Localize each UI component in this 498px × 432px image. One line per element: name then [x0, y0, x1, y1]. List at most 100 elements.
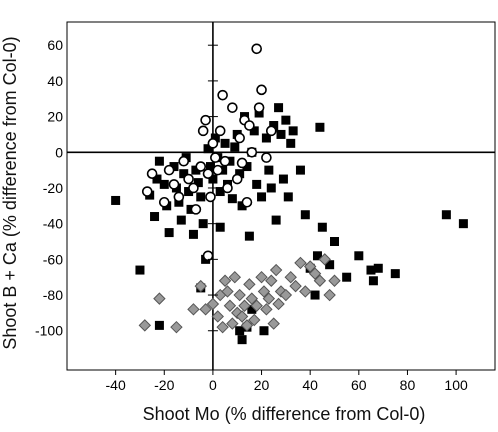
data-point-circle: [222, 182, 233, 194]
data-point-diamond: [218, 274, 232, 287]
data-point-diamond: [199, 303, 212, 316]
data-point-diamond: [187, 303, 200, 316]
data-point-diamond: [262, 292, 276, 305]
data-point-square: [235, 326, 245, 336]
x-tick-label: 20: [254, 377, 270, 393]
data-point-square: [169, 162, 179, 172]
data-point-square: [259, 326, 269, 336]
data-point-square: [205, 162, 215, 172]
data-point-square: [288, 126, 298, 136]
data-point-square: [315, 122, 325, 132]
data-point-diamond: [313, 274, 327, 287]
data-point-circle: [158, 196, 170, 208]
data-point-circle: [219, 155, 231, 167]
data-point-square: [373, 263, 383, 273]
data-point-circle: [173, 191, 185, 203]
plot-frame: [66, 21, 496, 371]
data-point-diamond: [211, 310, 224, 323]
data-point-circle: [214, 125, 226, 137]
data-point-square: [458, 219, 468, 229]
y-tick-label: -40: [43, 216, 63, 232]
data-point-diamond: [272, 297, 285, 311]
data-point-circle: [256, 84, 267, 96]
data-point-square: [159, 179, 169, 189]
data-point-circle: [168, 179, 180, 190]
data-point-diamond: [257, 285, 271, 298]
zero-axes: [67, 22, 495, 370]
data-point-square: [281, 115, 291, 125]
data-point-circle: [212, 164, 224, 176]
data-point-diamond: [250, 299, 263, 312]
data-point-square: [278, 174, 288, 184]
data-point-square: [230, 142, 240, 152]
data-point-square: [354, 251, 364, 261]
data-point-circle: [183, 173, 194, 185]
data-point-square: [254, 108, 264, 118]
data-point-square: [312, 251, 322, 261]
data-point-diamond: [284, 270, 297, 284]
data-point-square: [154, 320, 164, 330]
data-point-circle: [202, 168, 214, 179]
data-point-square: [276, 129, 286, 139]
data-point-square: [193, 178, 203, 188]
data-point-circle: [251, 43, 262, 55]
data-point-square: [135, 265, 145, 275]
y-tick-label: -20: [43, 180, 63, 196]
data-point-square: [154, 156, 164, 166]
y-tick-label: -60: [43, 251, 63, 267]
data-point-circle: [234, 132, 245, 144]
data-point-square: [237, 201, 247, 211]
data-point-diamond: [318, 253, 331, 266]
data-point-circle: [246, 146, 258, 158]
data-point-diamond: [294, 256, 307, 270]
data-point-diamond: [303, 260, 317, 273]
data-point-diamond: [323, 288, 336, 302]
x-tick-label: -40: [106, 377, 126, 393]
x-tick-label: 40: [302, 377, 318, 393]
data-point-circle: [253, 102, 265, 113]
data-point-square: [249, 126, 259, 136]
x-tick-label: -20: [154, 377, 174, 393]
data-point-diamond: [170, 320, 183, 334]
data-point-square: [283, 192, 293, 202]
data-point-diamond: [153, 292, 166, 305]
data-point-square: [174, 197, 184, 207]
data-point-square: [310, 290, 320, 300]
data-point-diamond: [260, 303, 273, 316]
data-point-square: [184, 187, 194, 197]
data-point-circle: [244, 120, 255, 131]
data-point-square: [152, 174, 162, 184]
x-tick-label: 100: [444, 377, 468, 393]
data-point-diamond: [221, 285, 234, 298]
data-point-square: [111, 195, 121, 205]
data-point-square: [188, 229, 198, 239]
data-point-square: [441, 210, 451, 220]
data-point-square: [244, 231, 254, 241]
data-point-square: [366, 265, 376, 275]
data-point-square: [368, 276, 378, 286]
data-point-square: [300, 210, 310, 220]
data-point-diamond: [308, 267, 322, 280]
data-point-square: [264, 165, 274, 175]
data-point-diamond: [223, 299, 237, 312]
x-tick-label: 0: [209, 377, 217, 393]
data-point-diamond: [328, 274, 341, 287]
data-point-circle: [202, 250, 214, 262]
data-point-diamond: [216, 320, 229, 334]
data-point-diamond: [238, 299, 251, 312]
y-tick-label: 60: [47, 37, 63, 53]
data-point-square: [330, 237, 339, 247]
data-point-circle: [261, 152, 272, 163]
data-point-square: [203, 144, 213, 154]
data-point-diamond: [267, 317, 280, 330]
data-point-circle: [265, 125, 277, 137]
data-point-square: [274, 103, 284, 113]
y-tick-label: 20: [47, 109, 63, 125]
x-tick-label: 80: [400, 377, 416, 393]
data-point-square: [198, 219, 208, 229]
data-point-square: [164, 228, 174, 238]
data-point-square: [257, 192, 267, 202]
data-point-square: [220, 138, 230, 148]
y-axis-label: Shoot B + Ca (% difference from Col-0): [0, 36, 20, 349]
data-point-square: [325, 260, 335, 270]
